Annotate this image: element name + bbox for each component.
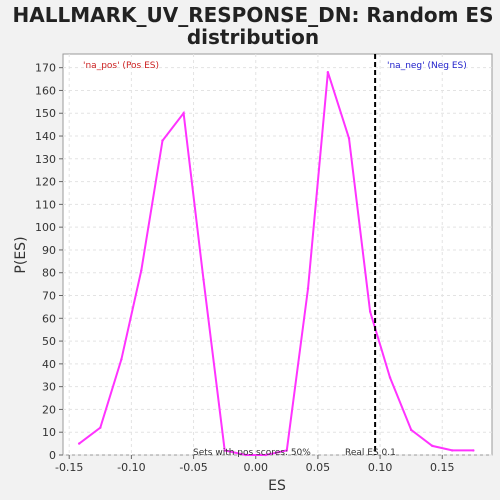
series-point [326, 71, 330, 74]
sets-pos-scores-label: Sets with pos scores: 50% [193, 448, 311, 458]
y-tick-label: 80 [42, 267, 56, 280]
series-point [140, 269, 143, 272]
series-point [368, 310, 372, 313]
series-point [77, 442, 81, 445]
real-es-label: Real ES 0.1 [345, 448, 396, 458]
y-tick-label: 50 [42, 335, 56, 348]
grid [63, 54, 492, 456]
x-tick-label: -0.10 [117, 461, 145, 474]
pos-es-label: 'na_pos' (Pos ES) [83, 61, 159, 71]
x-tick-label: 0.00 [243, 461, 268, 474]
x-tick-label: -0.05 [179, 461, 207, 474]
series-point [202, 278, 205, 281]
y-tick-label: 0 [49, 449, 56, 462]
y-tick-label: 140 [35, 130, 56, 143]
y-tick-label: 160 [35, 84, 56, 97]
series-point [306, 287, 310, 290]
series-layer [77, 71, 475, 457]
x-tick-label: 0.15 [430, 461, 455, 474]
y-tick-label: 90 [42, 244, 56, 257]
chart-title-line-1: HALLMARK_UV_RESPONSE_DN: Random ES [13, 3, 494, 27]
y-tick-label: 120 [35, 176, 56, 189]
series-point [451, 449, 454, 452]
y-tick-label: 100 [35, 221, 56, 234]
y-tick-label: 60 [42, 312, 56, 325]
series-line [78, 71, 474, 456]
series-point [120, 358, 123, 361]
series-point [388, 376, 392, 379]
chart-title-line-2: distribution [187, 25, 319, 49]
series-point [431, 444, 434, 448]
x-tick-label: -0.15 [55, 461, 83, 474]
series-point [472, 449, 475, 452]
series-point [182, 112, 185, 115]
y-tick-label: 110 [35, 198, 56, 211]
series-point [409, 428, 413, 432]
y-tick-label: 150 [35, 107, 56, 120]
series-point [223, 449, 226, 452]
series-point [264, 453, 267, 457]
y-tick-label: 30 [42, 381, 56, 394]
series-point [99, 426, 102, 429]
series-point [285, 449, 289, 452]
y-tick-label: 130 [35, 153, 56, 166]
neg-es-label: 'na_neg' (Neg ES) [387, 61, 467, 71]
y-axis-label: P(ES) [13, 236, 29, 273]
y-tick-label: 70 [42, 290, 56, 303]
y-tick-label: 170 [35, 62, 56, 75]
x-axis-label: ES [268, 478, 286, 494]
y-tick-label: 20 [42, 403, 56, 416]
y-axis-ticks: 0 10 20 30 40 50 60 70 80 90 100 110 120 130 140 150 160… [35, 62, 63, 462]
x-axis-ticks: -0.15 -0.10 -0.05 0.00 0.05 0.10 0.15 [55, 455, 455, 474]
x-tick-label: 0.05 [306, 461, 331, 474]
x-tick-label: 0.10 [368, 461, 393, 474]
plot-area [62, 53, 493, 456]
series-point [244, 453, 247, 457]
series-point [347, 137, 351, 140]
series-point [161, 139, 164, 142]
y-tick-label: 40 [42, 358, 56, 371]
y-tick-label: 10 [42, 426, 56, 439]
